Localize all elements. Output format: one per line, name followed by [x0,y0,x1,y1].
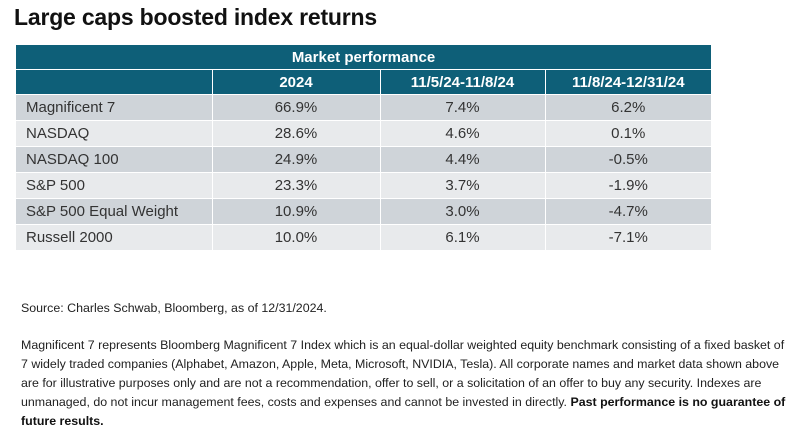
market-performance-table: Market performance 2024 11/5/24-11/8/24 11… [16,45,712,250]
column-header-3: 11/8/24-12/31/24 [544,69,712,95]
row-label: NASDAQ 100 [16,146,212,173]
table-cell: 0.1% [544,120,712,147]
disclaimer-bold-text: Past performance is no guarantee of futu… [21,395,786,428]
row-label: Magnificent 7 [16,94,212,121]
row-label: Russell 2000 [16,224,212,250]
table-cell: 4.6% [379,120,545,147]
table-row: S&P 500 23.3% 3.7% -1.9% [16,172,712,199]
disclaimer-note: Magnificent 7 represents Bloomberg Magni… [21,336,786,431]
column-header-1: 2024 [211,69,380,95]
source-note: Source: Charles Schwab, Bloomberg, as of… [21,301,327,315]
table-cell: -7.1% [544,224,712,250]
row-label: S&P 500 Equal Weight [16,198,212,225]
column-header-row: 2024 11/5/24-11/8/24 11/8/24-12/31/24 [16,69,712,95]
table-row: Russell 2000 10.0% 6.1% -7.1% [16,224,712,250]
table-row: NASDAQ 28.6% 4.6% 0.1% [16,120,712,147]
table-cell: -0.5% [544,146,712,173]
column-header-0 [16,69,212,95]
table-row: S&P 500 Equal Weight 10.9% 3.0% -4.7% [16,198,712,225]
table-cell: 66.9% [211,94,380,121]
table-title: Market performance [16,45,712,70]
table-cell: -1.9% [544,172,712,199]
table-cell: 6.2% [544,94,712,121]
table-cell: 10.0% [211,224,380,250]
table-row: NASDAQ 100 24.9% 4.4% -0.5% [16,146,712,173]
table-cell: 10.9% [211,198,380,225]
table-cell: 24.9% [211,146,380,173]
column-header-2: 11/5/24-11/8/24 [379,69,545,95]
table-cell: -4.7% [544,198,712,225]
table-cell: 23.3% [211,172,380,199]
table-cell: 6.1% [379,224,545,250]
table-cell: 28.6% [211,120,380,147]
disclaimer-text: Magnificent 7 represents Bloomberg Magni… [21,338,785,409]
table-cell: 7.4% [379,94,545,121]
row-label: NASDAQ [16,120,212,147]
table-body: Magnificent 7 66.9% 7.4% 6.2% NASDAQ 28.6% 4.6… [16,94,712,250]
table-row: Magnificent 7 66.9% 7.4% 6.2% [16,94,712,121]
table-cell: 3.0% [379,198,545,225]
table-cell: 3.7% [379,172,545,199]
page-title: Large caps boosted index returns [14,4,377,30]
table-cell: 4.4% [379,146,545,173]
row-label: S&P 500 [16,172,212,199]
